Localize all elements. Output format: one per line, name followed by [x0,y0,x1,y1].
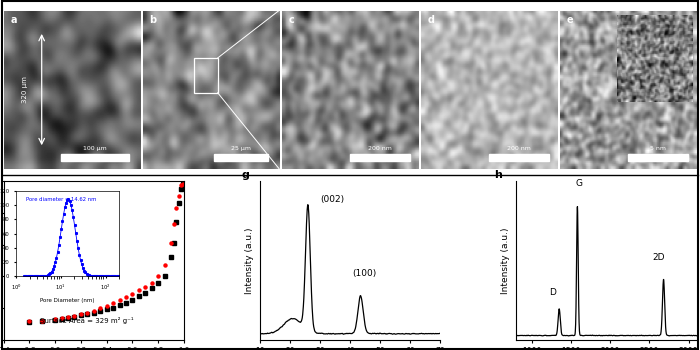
Bar [489,154,550,161]
Text: a: a [10,15,17,25]
Y-axis label: Intensity (a.u.): Intensity (a.u.) [501,227,510,294]
Text: e: e [567,15,573,25]
Text: (100): (100) [352,269,377,278]
Text: h: h [494,170,503,180]
Text: 25 μm: 25 μm [231,146,251,151]
Text: G: G [575,179,582,188]
Text: 2D: 2D [652,253,665,262]
Text: g: g [241,170,250,180]
Bar [350,154,410,161]
Text: c: c [288,15,295,25]
Text: b: b [150,15,157,25]
Bar [629,154,688,161]
Bar [61,154,129,161]
Text: 320 μm: 320 μm [22,76,28,103]
Text: 100 μm: 100 μm [83,146,107,151]
Y-axis label: Intensity (a.u.): Intensity (a.u.) [245,227,254,294]
Text: 200 nm: 200 nm [368,146,392,151]
Text: (002): (002) [320,195,344,204]
Text: d: d [428,15,435,25]
Text: d = 0.34 nm: d = 0.34 nm [620,19,655,23]
Text: D: D [549,288,556,297]
Text: Surface Area = 329 m² g⁻¹: Surface Area = 329 m² g⁻¹ [40,317,133,324]
Bar [195,58,218,93]
Bar [214,154,268,161]
Text: 5 nm: 5 nm [650,146,666,151]
Text: 200 nm: 200 nm [508,146,531,151]
